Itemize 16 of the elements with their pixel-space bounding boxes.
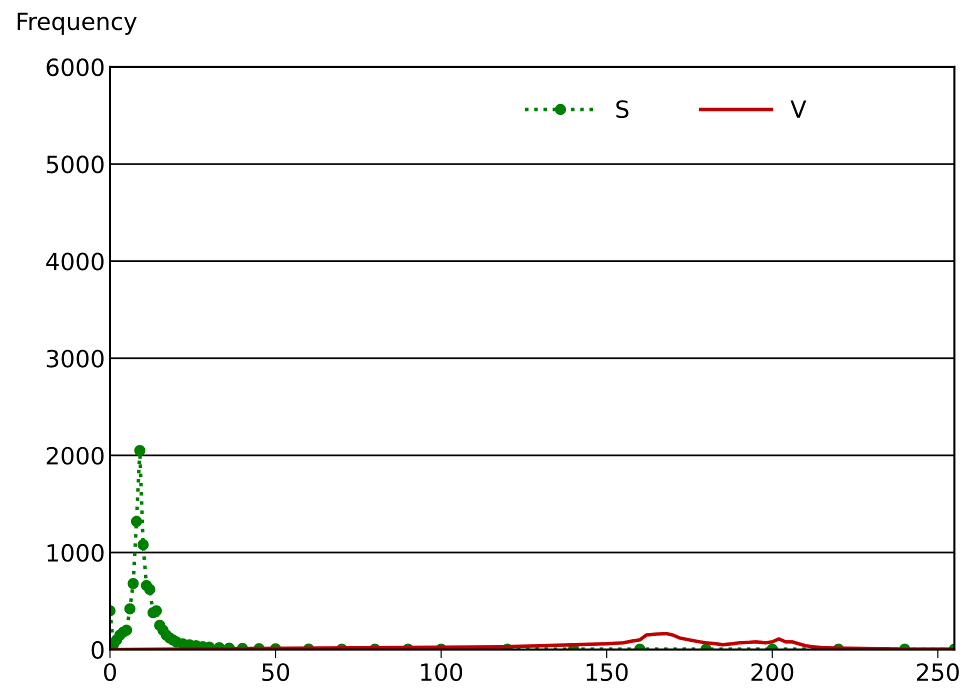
y-tick-label: 5000 [46,155,104,174]
legend-label: V [790,100,806,118]
x-tick-label: 0 [104,663,116,682]
y-tick-label: 2000 [46,446,104,465]
x-tick-label: 50 [262,663,290,682]
y-axis-title: Frequency [18,12,137,35]
y-tick-label: 1000 [48,544,104,562]
y-tick-label: 6000 [46,58,104,76]
x-tick-label: 150 [586,663,628,682]
x-tick-label: 200 [751,663,794,682]
y-tick-label: 0 [92,641,104,659]
legend-label: S [616,100,628,118]
y-tick-label: 3000 [46,350,104,368]
y-tick-label: 4000 [46,252,104,270]
x-tick-label: 100 [421,663,462,682]
x-tick-label: 250 [917,663,959,682]
